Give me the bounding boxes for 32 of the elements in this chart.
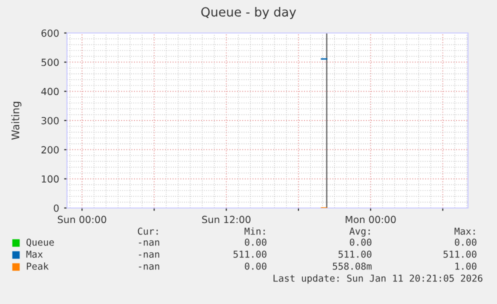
x-tick-label: Sun 12:00	[202, 216, 250, 224]
text: Avg:	[349, 228, 370, 237]
text: 0.00	[350, 238, 372, 246]
text: -nan	[138, 240, 160, 246]
x-tick-label: Mon 00:00	[346, 216, 396, 224]
text: -nan	[138, 252, 160, 258]
text: 511.00	[234, 250, 266, 258]
chart-title: Queue - by day	[201, 6, 296, 20]
y-axis-title: Waiting	[11, 102, 22, 140]
text: Last update: Sun Jan 11 20:21:05 2026	[274, 274, 482, 284]
text: 558.08m	[332, 262, 372, 270]
text: 1.00	[455, 262, 476, 270]
text: Min:	[244, 227, 265, 235]
y-tick-label: 600	[41, 29, 59, 37]
legend-label: Queue	[26, 238, 54, 247]
y-tick-label: 400	[41, 88, 59, 96]
text: 511.00	[338, 250, 372, 258]
y-tick-label: 300	[42, 116, 59, 124]
legend-label: Peak	[26, 262, 49, 270]
text: 0.00	[244, 262, 266, 270]
text: 0.00	[244, 238, 266, 246]
text: 0.00	[454, 238, 476, 246]
text: 511.00	[444, 250, 476, 258]
y-tick-label: 500	[42, 58, 59, 66]
x-tick-label: Sun 00:00	[58, 216, 106, 224]
y-tick-label: 100	[42, 175, 59, 183]
text: Max:	[454, 228, 475, 235]
legend-label: Max	[26, 250, 43, 258]
y-tick-label: 0	[54, 204, 59, 212]
text: -nan	[138, 264, 160, 270]
text: Cur:	[138, 228, 158, 235]
y-tick-label: 200	[42, 146, 59, 154]
